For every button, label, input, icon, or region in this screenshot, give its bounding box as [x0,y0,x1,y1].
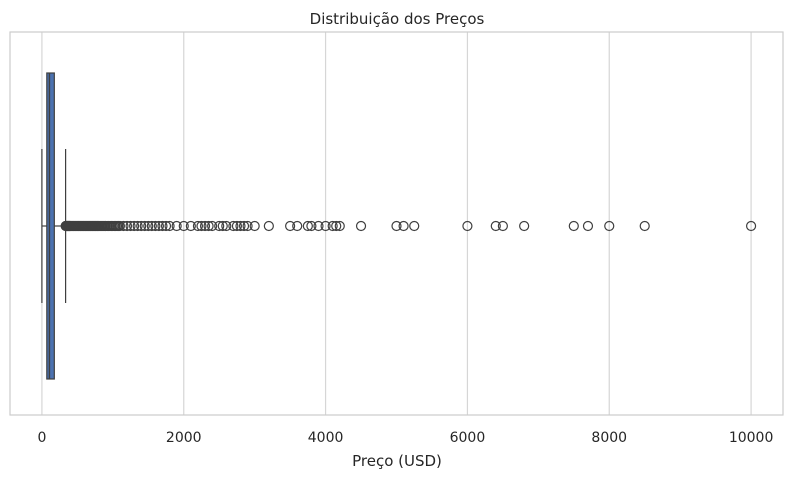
outlier-point [171,220,182,232]
outlier-point [136,220,147,232]
outlier-point [334,220,345,232]
outlier-point [639,220,650,232]
outlier-point [235,220,246,232]
x-tick-label: 8000 [591,430,627,446]
outlier-point [331,220,342,232]
outlier-point [242,220,253,232]
outlier-point [199,220,211,232]
outlier-point [285,220,296,232]
outlier-point [320,220,331,232]
outlier-point [118,220,129,232]
outlier-point [249,220,260,232]
outlier-point [139,220,150,232]
outlier-point [231,220,243,232]
outlier-point [409,220,420,232]
outlier-point [160,220,172,232]
x-tick-label: 4000 [308,430,344,446]
outlier-point [519,220,530,232]
outlier-point [178,220,189,232]
outlier-point [185,220,196,232]
tick-layer: 0 2000 4000 6000 8000 10000 [37,430,773,446]
outlier-point [238,220,250,232]
outlier-point [132,220,143,232]
outlier-point [146,220,157,232]
outlier-point [207,220,218,232]
grid-layer [41,32,752,415]
outlier-point [143,220,154,232]
outlier-point [582,220,594,232]
outlier-point [221,220,232,232]
outlier-layer [60,220,757,232]
outlier-point [292,220,303,232]
x-tick-label: 10000 [729,430,774,446]
outlier-point [164,220,175,232]
outlier-point [313,220,324,232]
chart-title: Distribuição dos Preços [310,10,485,28]
outlier-point [129,220,140,232]
outlier-point [125,220,136,232]
outlier-point [228,220,239,232]
outlier-point [568,220,579,232]
outlier-point [214,220,225,232]
outlier-point [398,220,409,232]
outlier-point [391,220,402,232]
outlier-point [217,220,228,232]
x-tick-label: 0 [37,430,46,446]
outlier-point [263,220,274,232]
x-tick-label: 6000 [450,430,486,446]
x-tick-label: 2000 [166,430,202,446]
x-axis-label: Preço (USD) [352,452,442,470]
outlier-point [306,220,317,232]
outlier-point [302,220,313,232]
box-layer [41,72,67,380]
outlier-point [114,220,126,232]
outlier-point [196,220,207,232]
outlier-point [490,220,501,232]
outlier-point [121,220,133,232]
outlier-point [497,220,508,232]
outlier-point [462,220,473,232]
iqr-box [46,72,55,380]
outlier-point [153,220,165,232]
plot-frame [9,31,784,416]
outlier-point [203,220,214,232]
outlier-point [745,220,757,232]
outlier-point [157,220,168,232]
outlier-point [327,220,338,232]
outlier-point [150,220,161,232]
outlier-point [604,220,615,232]
outlier-point [355,220,367,232]
outlier-point [192,220,204,232]
